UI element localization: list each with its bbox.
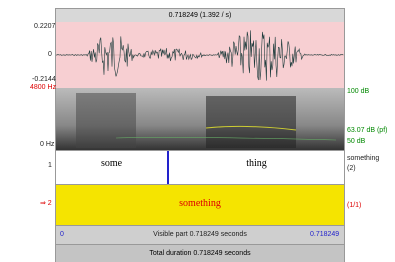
selection-bar[interactable]: 0.718249 (1.392 / s) xyxy=(56,9,344,22)
spectrogram-energy xyxy=(76,93,136,148)
freq-min: 0 Hz xyxy=(40,141,54,148)
tier-name: something xyxy=(347,155,379,162)
tier-count: (2) xyxy=(347,165,356,172)
interval-text: some xyxy=(56,158,167,169)
end-time: 0.718249 xyxy=(310,231,339,238)
wave-max: 0.2207 xyxy=(34,23,55,30)
visible-part: Visible part 0.718249 seconds xyxy=(56,231,344,238)
interval-text: something xyxy=(56,198,344,209)
db-mid: 63.07 dB (pf) xyxy=(347,127,387,134)
tier-number: 1 xyxy=(48,162,52,169)
waveform xyxy=(56,22,344,88)
total-duration[interactable]: Total duration 0.718249 seconds xyxy=(56,244,344,262)
tier-number: ⇒ 2 xyxy=(40,199,52,207)
db-max: 100 dB xyxy=(347,88,369,95)
praat-editor: {"header":{"title":"0.718249 (1.392 / s)… xyxy=(0,0,395,262)
freq-max: 4800 Hz xyxy=(30,84,56,91)
wave-zero: 0 xyxy=(48,51,52,58)
interval-text: thing xyxy=(169,158,344,169)
db-min: 50 dB xyxy=(347,138,365,145)
spectrogram-energy xyxy=(206,96,296,148)
wave-min: -0.2144 xyxy=(32,76,56,83)
tier-count: (1/1) xyxy=(347,202,361,209)
spectrogram xyxy=(56,88,344,150)
